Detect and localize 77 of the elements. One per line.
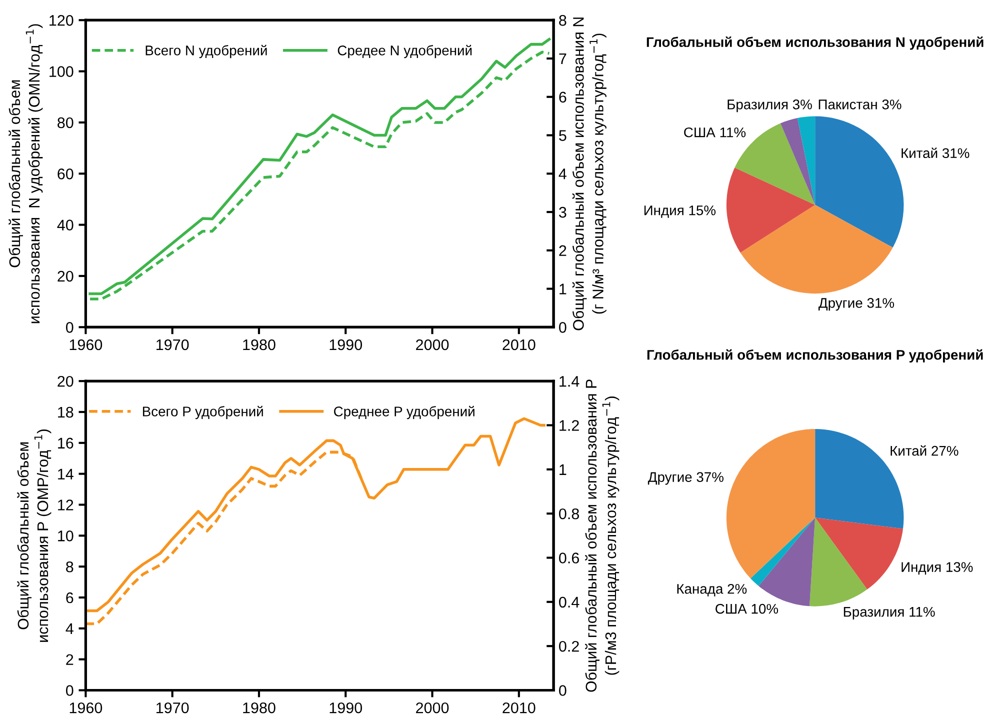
y2-tick-label: 4 [558,168,566,180]
y-axis-title: Общий глобальный объем использования N удобрений (OMN/год$^{−1}$) [8,24,43,324]
legend-label: Средее N удобрений [338,44,472,58]
slice-label: Пакистан 3% [818,100,902,110]
y-tick-label: 40 [57,220,74,230]
y2-tick-label: 1.2 [560,420,579,431]
pie-slice [780,118,816,205]
x-tick-label: 1990 [330,702,362,714]
y-tick-label: 0 [66,685,74,696]
legend-label: Всего P удобрений [142,406,263,420]
y-tick-label: 12 [58,500,74,510]
y2-axis-title: Общий глобальный объем использования P (гP/м3 площади сельхоз культур/год$^{−1}$) [585,380,620,692]
y-tick-label: 100 [50,66,74,77]
chart-title: Глобальный объем использования P удобрений [647,349,983,363]
slice-label: США 10% [716,604,778,614]
x-tick-label: 1960 [70,702,102,714]
y-tick-label: 20 [58,270,74,282]
y2-tick-label: 0 [559,685,566,696]
slice-label: Индия 15% [644,206,716,218]
pie-slice [750,518,816,586]
slice-label: Другие 37% [648,472,724,485]
y2-tick-label: 0 [559,322,566,333]
slice-label: Китай 31% [902,148,970,158]
y-axis-title: Общий глобальный объем использования P (OMP/год$^{−1}$) [17,429,52,642]
y2-tick-label: 1.4 [560,376,580,387]
x-tick-label: 1980 [243,339,276,350]
slice-label: Индия 13% [902,562,973,575]
slice-label: Канада 2% [677,584,747,596]
slice-label: Китай 27% [890,445,958,456]
y2-tick-label: 5 [559,130,566,141]
x-tick-label: 2010 [502,702,536,714]
pie-slice [740,204,893,294]
y-tick-label: 2 [66,654,74,665]
y2-tick-label: 3 [559,206,566,218]
y-tick-label: 60 [58,168,74,180]
y2-axis-title: Общий глобальный объем использования N (г N/м³ площади сельхоз культур/год$^{−1}$) [572,18,606,330]
y-tick-label: 6 [66,592,74,604]
pie-slice [810,518,868,606]
x-tick-label: 1990 [330,339,362,350]
slice-label: Другие 31% [818,298,894,311]
x-tick-label: 2000 [416,702,449,714]
y-tick-label: 120 [50,15,74,26]
pie-slice [815,518,904,590]
y2-tick-label: 0.2 [559,640,579,652]
y-tick-label: 14 [58,468,74,480]
legend-label: Среднее P удобрений [334,406,474,420]
x-tick-label: 2010 [502,339,536,350]
y2-tick-label: 0.6 [559,552,579,564]
y2-tick-label: 0.4 [559,596,580,608]
x-tick-label: 1960 [70,339,102,350]
y-tick-label: 8 [66,561,74,572]
pie-slice [726,429,816,578]
y2-tick-label: 0.8 [559,508,580,520]
x-tick-label: 1970 [156,339,189,350]
y-tick-label: 16 [58,438,74,449]
x-tick-label: 1970 [156,702,189,714]
y-tick-label: 80 [58,117,74,128]
slice-label: Бразилия 3% [728,100,812,112]
y2-tick-label: 7 [559,54,566,64]
y-tick-label: 18 [58,406,74,418]
y2-tick-label: 6 [559,92,566,103]
legend-label: Всего N удобрений [146,44,267,58]
y2-tick-label: 8 [559,15,566,26]
pie-slice [797,116,816,205]
y2-tick-label: 1 [560,464,566,475]
slice-label: Бразилия 11% [844,606,935,620]
y2-tick-label: 2 [559,245,566,256]
y-tick-label: 10 [58,530,74,542]
x-tick-label: 2000 [416,339,449,350]
y-tick-label: 4 [66,623,74,634]
y2-tick-label: 1 [560,284,566,294]
y-tick-label: 0 [66,322,74,333]
x-tick-label: 1980 [243,702,276,714]
slice-label: США 11% [684,127,746,138]
pie-slice [726,168,816,253]
y-tick-label: 20 [58,376,74,387]
chart-title: Глобальный объем использования N удобрений [646,36,984,50]
